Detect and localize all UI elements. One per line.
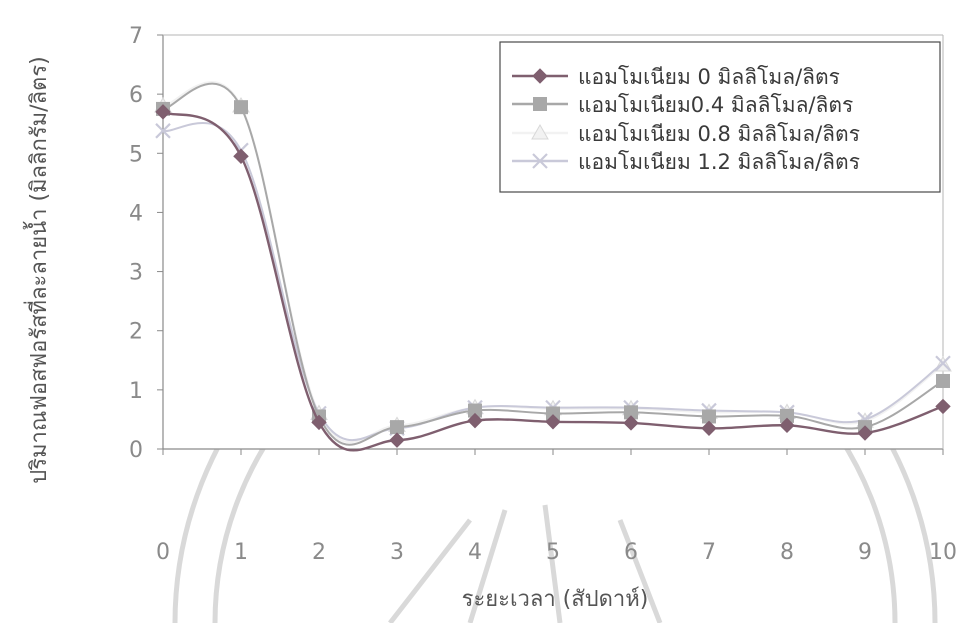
series-line <box>162 110 944 452</box>
data-point <box>779 417 795 434</box>
y-tick-label: 2 <box>129 320 143 345</box>
legend-label: แอมโมเนียม0.4 มิลลิโมล/ลิตร <box>578 93 853 117</box>
x-tick-label: 4 <box>468 540 482 565</box>
x-axis-ticks: 0 1 2 3 4 5 6 7 8 9 10 <box>156 449 957 565</box>
legend-item: แอมโมเนียม 1.2 มิลลิโมล/ลิตร <box>512 150 860 174</box>
legend: แอมโมเนียม 0 มิลลิโมล/ลิตรแอมโมเนียม0.4 … <box>499 41 941 193</box>
x-tick-label: 0 <box>156 540 170 565</box>
legend-label: แอมโมเนียม 0.8 มิลลิโมล/ลิตร <box>578 122 860 146</box>
legend-marker <box>532 68 548 84</box>
y-tick-label: 6 <box>129 83 143 108</box>
x-tick-label: 7 <box>702 540 716 565</box>
y-tick-label: 7 <box>129 24 143 49</box>
y-tick-label: 4 <box>129 201 143 226</box>
x-tick-label: 5 <box>546 540 560 565</box>
data-point <box>467 412 483 429</box>
data-point <box>935 398 951 415</box>
y-tick-label: 3 <box>129 261 143 286</box>
legend-label: แอมโมเนียม 0 มิลลิโมล/ลิตร <box>578 65 840 89</box>
x-tick-label: 3 <box>390 540 404 565</box>
series-diamond <box>155 104 951 452</box>
data-point <box>389 432 405 448</box>
y-tick-label: 1 <box>129 379 143 404</box>
y-tick-label: 0 <box>129 438 143 463</box>
data-point <box>701 420 717 437</box>
y-tick-label: 5 <box>129 142 143 167</box>
x-tick-label: 10 <box>929 540 957 565</box>
data-point <box>936 373 950 388</box>
data-point <box>234 100 248 115</box>
legend-marker <box>532 153 548 169</box>
legend-item: แอมโมเนียม0.4 มิลลิโมล/ลิตร <box>512 93 853 117</box>
legend-marker <box>531 123 549 140</box>
y-axis-ticks: 0 1 2 3 4 5 6 7 <box>129 24 163 463</box>
data-point <box>935 355 951 372</box>
data-point <box>390 420 404 435</box>
legend-item: แอมโมเนียม 0 มิลลิโมล/ลิตร <box>512 65 840 89</box>
data-point <box>857 425 873 441</box>
x-axis-title: ระยะเวลา (สัปดาห์) <box>462 587 649 612</box>
x-tick-label: 9 <box>858 540 872 565</box>
data-point <box>233 148 249 164</box>
x-tick-label: 6 <box>624 540 638 565</box>
y-axis-title: ปริมาณฟอสฟอรัสที่ละลายน้ำ (มิลลิกรัม/ลิต… <box>23 56 52 483</box>
series-layer <box>154 81 952 452</box>
data-point <box>623 415 639 431</box>
legend-box <box>499 41 941 193</box>
data-point <box>311 414 327 431</box>
x-tick-label: 2 <box>312 540 326 565</box>
legend-marker <box>533 97 547 111</box>
data-point <box>155 123 171 139</box>
legend-label: แอมโมเนียม 1.2 มิลลิโมล/ลิตร <box>578 150 860 174</box>
series-line <box>162 121 944 442</box>
series-line <box>162 82 944 446</box>
x-tick-label: 1 <box>234 540 248 565</box>
legend-item: แอมโมเนียม 0.8 มิลลิโมล/ลิตร <box>512 122 860 146</box>
data-point <box>545 414 561 430</box>
x-tick-label: 8 <box>780 540 794 565</box>
data-point <box>155 104 171 120</box>
